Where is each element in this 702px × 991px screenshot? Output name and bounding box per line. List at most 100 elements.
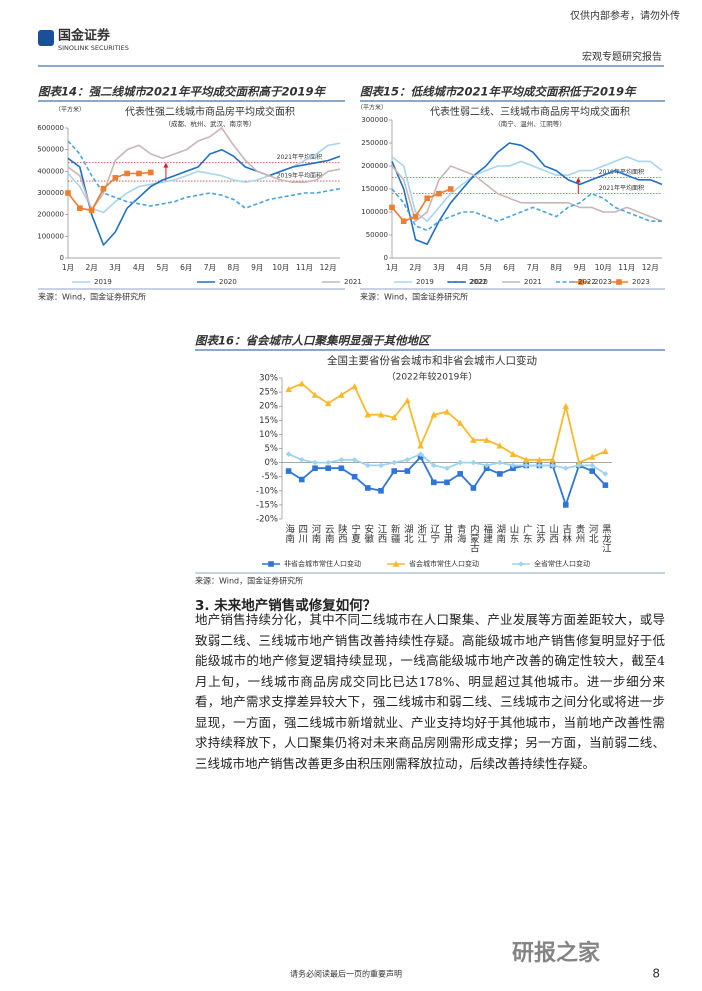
x-tick-label: 浙江	[415, 523, 427, 544]
x-tick-label: 江西	[376, 524, 388, 544]
x-tick-label: 9月	[251, 263, 263, 272]
x-tick-label: 湖北	[402, 524, 414, 544]
y-tick-label: -20%	[256, 515, 278, 525]
legend-label: 2019	[416, 278, 434, 286]
data-point	[298, 380, 306, 387]
y-tick-label: 400000	[37, 167, 64, 175]
x-tick-label: 5月	[480, 263, 492, 272]
footer-watermark: 研报之家	[512, 940, 601, 966]
data-point	[430, 411, 438, 418]
series-line	[391, 156, 663, 222]
y-tick-label: 600000	[37, 124, 64, 132]
data-point	[311, 391, 319, 398]
y-tick-label: 5%	[265, 444, 279, 454]
source-note: 来源：Wind，国金证券研究所	[195, 576, 303, 586]
series-line	[67, 140, 341, 209]
section-heading: 3. 未来地产销售或修复如何？	[195, 598, 377, 614]
data-point	[325, 459, 331, 466]
x-tick-label: 辽宁	[428, 523, 440, 543]
data-point	[431, 479, 437, 486]
data-point	[497, 459, 503, 466]
x-tick-label: 内蒙古	[468, 523, 480, 553]
data-point	[431, 462, 437, 469]
x-tick-label: 甘肃	[442, 523, 454, 544]
data-point	[377, 411, 385, 418]
data-point	[496, 442, 504, 449]
data-point	[404, 397, 411, 404]
data-point	[365, 462, 371, 469]
data-point	[602, 482, 609, 488]
x-tick-label: 10月	[272, 263, 289, 272]
data-point	[457, 459, 463, 466]
legend-label: 非省会城市常住人口变动	[284, 559, 361, 568]
x-tick-label: 12月	[320, 263, 337, 272]
unit-label: （平方米）	[55, 106, 85, 114]
x-tick-label: 5月	[156, 263, 168, 272]
data-point	[483, 462, 490, 469]
data-point	[365, 485, 371, 491]
x-tick-label: 山西	[547, 524, 559, 544]
data-point	[444, 465, 450, 472]
data-point	[77, 205, 83, 211]
x-tick-label: 江苏	[534, 524, 546, 544]
data-point	[417, 442, 424, 449]
data-point	[417, 451, 424, 457]
data-point	[576, 462, 582, 469]
data-point	[312, 465, 318, 472]
x-tick-label: 2月	[86, 263, 98, 272]
x-tick-label: 云南	[323, 524, 335, 543]
x-tick-label: 宁夏	[349, 523, 361, 543]
x-tick-label: 4月	[456, 263, 468, 272]
chart-subtitle: （成都、杭州、武汉、南京等）	[165, 119, 256, 128]
y-tick-label: -5%	[261, 472, 278, 482]
series-line	[67, 127, 341, 212]
data-point	[112, 175, 119, 181]
series-line	[288, 382, 606, 464]
x-tick-label: 3月	[433, 263, 445, 272]
y-tick-label: 200000	[37, 211, 64, 219]
legend-label: 2021	[344, 278, 362, 286]
data-point	[589, 468, 595, 474]
x-tick-label: 四川	[296, 524, 308, 543]
data-point	[390, 414, 398, 421]
data-point	[299, 476, 305, 483]
logo-icon	[38, 30, 54, 46]
figure-caption: 图表15：低线城市2021年平均成交面积低于2019年	[360, 85, 637, 99]
data-point	[285, 451, 292, 457]
data-point	[299, 456, 305, 463]
data-point	[510, 465, 516, 472]
x-tick-label: 广东	[521, 523, 533, 543]
reference-label: 2019年平均面积	[599, 168, 644, 176]
figure-caption: 图表16：省会城市人口聚集明显强于其他地区	[195, 334, 432, 348]
x-tick-label: 4月	[133, 263, 145, 272]
y-tick-label: 0	[384, 254, 388, 262]
chart-title: 代表性强二线城市商品房平均成交面积	[125, 105, 295, 118]
x-tick-label: 1月	[386, 263, 398, 272]
legend-label: 2023	[632, 278, 650, 286]
x-tick-label: 1月	[62, 263, 74, 272]
watermark: 仅供内部参考，请勿外传	[570, 9, 680, 22]
data-point	[136, 170, 142, 177]
legend-marker	[616, 279, 622, 285]
data-point	[285, 468, 292, 474]
data-point	[147, 169, 154, 176]
y-tick-label: 25%	[259, 388, 278, 398]
y-tick-label: 50000	[366, 231, 388, 239]
reference-label: 2021年平均面积	[599, 184, 644, 192]
y-tick-label: 200000	[361, 162, 388, 170]
data-point	[412, 213, 419, 220]
data-point	[364, 411, 372, 418]
data-point	[447, 186, 454, 192]
y-tick-label: -15%	[256, 500, 278, 510]
logo-cn: 国金证券	[58, 28, 111, 44]
data-point	[351, 383, 358, 390]
series-line	[391, 165, 663, 222]
source-note: 来源：Wind，国金证券研究所	[38, 292, 146, 302]
data-point	[338, 465, 345, 472]
legend-label: 2020	[470, 278, 488, 286]
x-tick-label: 7月	[527, 263, 539, 272]
data-point	[563, 465, 569, 472]
data-point	[389, 204, 395, 211]
chart-subtitle: （南宁、温州、江阴等）	[494, 119, 566, 128]
